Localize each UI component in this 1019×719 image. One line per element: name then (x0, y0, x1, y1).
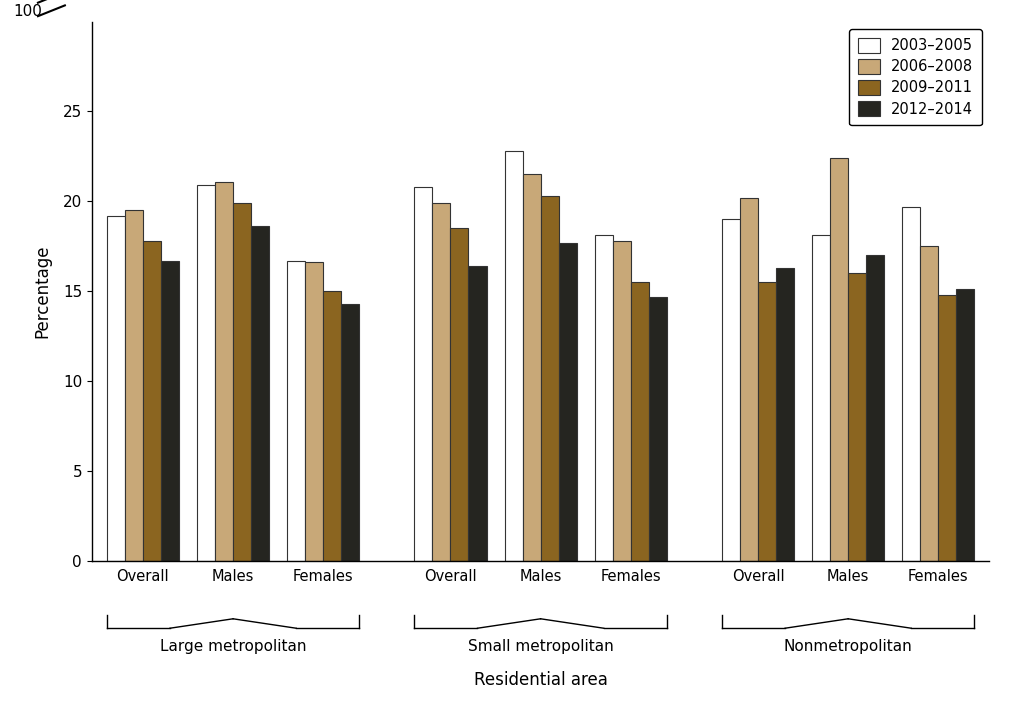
Bar (865, 255, 883, 561)
Bar (450, 229, 468, 561)
Bar (811, 236, 829, 561)
Bar (739, 198, 757, 561)
Bar (323, 291, 341, 561)
Bar (232, 203, 251, 561)
Bar (414, 187, 432, 561)
Bar (522, 174, 540, 561)
Bar (775, 268, 793, 561)
Bar (612, 241, 630, 561)
Bar (902, 207, 919, 561)
Bar (432, 203, 450, 561)
Bar (305, 262, 323, 561)
Bar (937, 295, 956, 561)
Bar (161, 261, 178, 561)
Bar (124, 211, 143, 561)
Text: Residential area: Residential area (473, 672, 607, 690)
Bar (757, 282, 775, 561)
Bar (287, 261, 305, 561)
Bar (630, 282, 648, 561)
Bar (468, 266, 486, 561)
Bar (829, 158, 848, 561)
Y-axis label: Percentage: Percentage (34, 244, 52, 338)
Bar (919, 247, 937, 561)
Bar (197, 186, 215, 561)
Bar (648, 296, 666, 561)
Bar (341, 304, 359, 561)
Bar (107, 216, 124, 561)
Bar (848, 273, 865, 561)
Text: Large metropolitan: Large metropolitan (160, 639, 306, 654)
Bar (540, 196, 558, 561)
Legend: 2003–2005, 2006–2008, 2009–2011, 2012–2014: 2003–2005, 2006–2008, 2009–2011, 2012–20… (848, 29, 981, 125)
Bar (721, 219, 739, 561)
Bar (504, 151, 522, 561)
Text: 100: 100 (13, 4, 43, 19)
Bar (215, 182, 232, 561)
Bar (956, 290, 973, 561)
Bar (251, 226, 269, 561)
Bar (558, 243, 576, 561)
Bar (143, 241, 161, 561)
Bar (594, 236, 612, 561)
Text: Small metropolitan: Small metropolitan (468, 639, 612, 654)
Text: Nonmetropolitan: Nonmetropolitan (783, 639, 912, 654)
